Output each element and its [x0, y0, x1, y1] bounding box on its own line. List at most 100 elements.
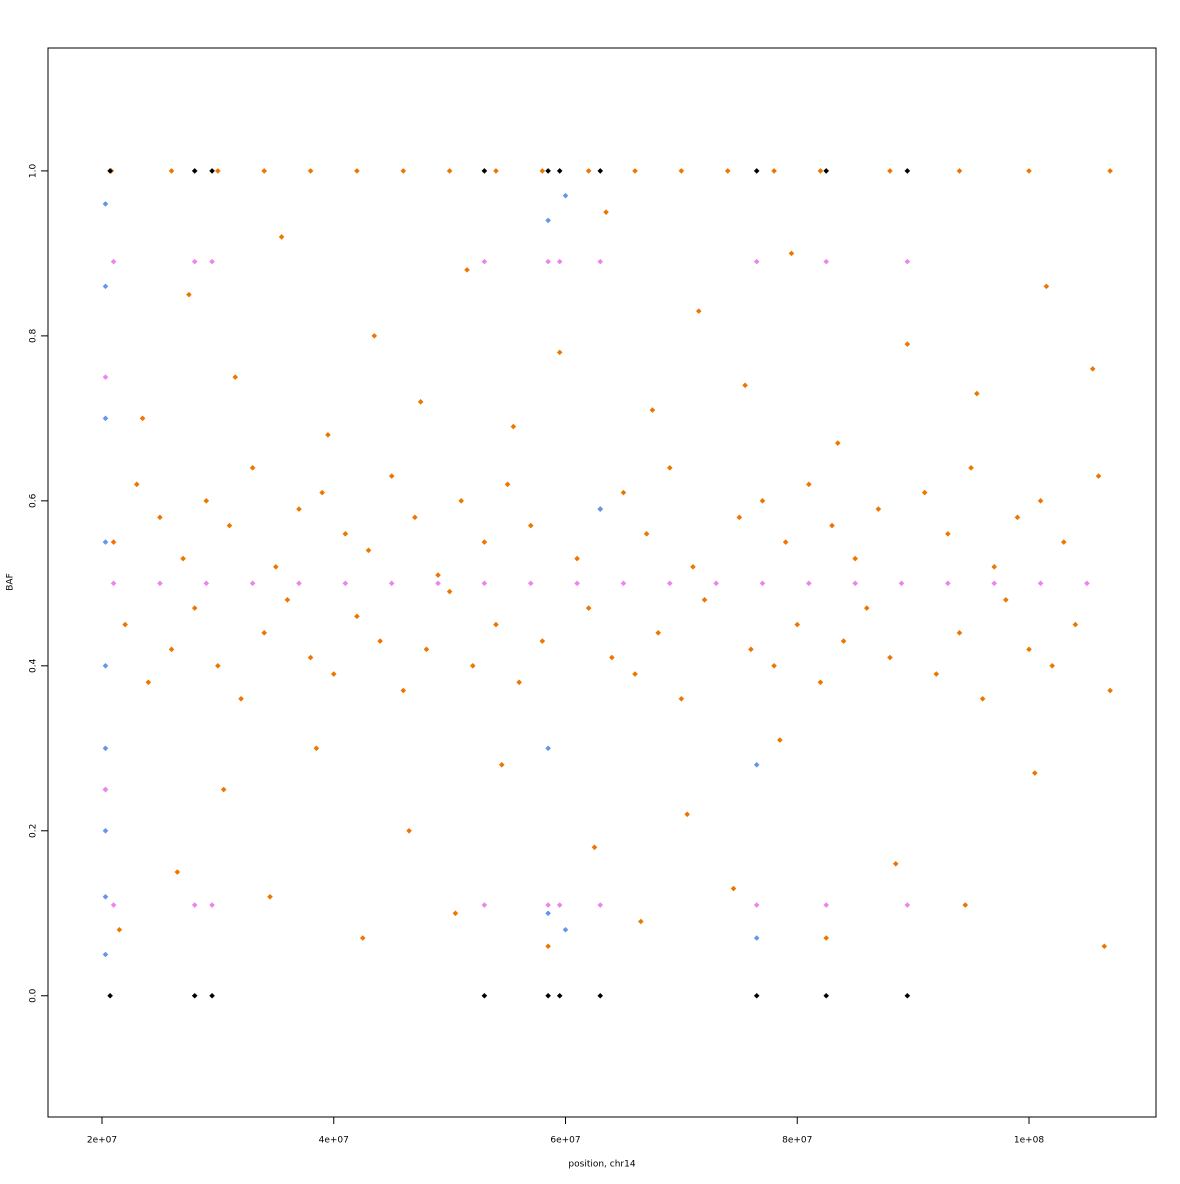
point: [603, 209, 609, 215]
point: [446, 168, 453, 174]
point: [215, 168, 221, 174]
point: [991, 564, 998, 570]
point: [771, 663, 777, 669]
point: [423, 646, 430, 653]
point: [817, 168, 824, 174]
point: [753, 168, 760, 174]
point: [102, 893, 109, 900]
point: [933, 671, 940, 677]
point: [510, 423, 517, 430]
point: [1107, 168, 1113, 174]
point: [545, 217, 551, 224]
point: [1095, 473, 1102, 479]
point: [632, 671, 638, 677]
point: [238, 696, 244, 702]
point: [168, 646, 175, 653]
point: [962, 902, 969, 908]
point: [904, 902, 911, 908]
point: [1089, 366, 1096, 372]
point: [852, 580, 858, 587]
point: [1101, 943, 1108, 950]
point: [956, 630, 963, 636]
point: [168, 168, 175, 174]
point: [377, 638, 383, 644]
point: [435, 572, 441, 578]
point: [145, 679, 152, 686]
point: [1060, 539, 1067, 545]
point: [267, 893, 273, 900]
point: [545, 943, 551, 950]
point: [730, 885, 737, 892]
x-axis-label: position, chr14: [568, 1160, 635, 1170]
point: [464, 267, 470, 273]
point: [794, 621, 801, 628]
point: [186, 291, 192, 298]
point: [249, 580, 256, 587]
point: [296, 506, 302, 512]
point: [945, 531, 951, 537]
point: [139, 415, 146, 422]
point: [220, 786, 227, 793]
point: [945, 580, 951, 587]
point: [690, 564, 696, 570]
point: [904, 341, 911, 347]
point: [313, 745, 320, 752]
y-tick-label: 0.8: [29, 328, 39, 343]
point: [875, 506, 882, 512]
point: [469, 663, 476, 669]
point: [904, 992, 911, 999]
point: [562, 926, 569, 933]
point: [400, 687, 407, 694]
point: [852, 555, 858, 562]
plot-frame: [47, 47, 1157, 1118]
point: [887, 654, 893, 661]
point: [562, 192, 569, 199]
point: [649, 407, 656, 413]
point: [724, 168, 731, 174]
point: [823, 258, 830, 265]
point: [107, 992, 113, 999]
point: [110, 580, 117, 587]
point: [102, 745, 109, 752]
point: [110, 539, 117, 545]
point: [887, 168, 893, 174]
point: [777, 737, 783, 743]
point: [481, 992, 488, 999]
point: [823, 992, 830, 999]
point: [452, 910, 459, 917]
point: [102, 951, 109, 958]
point: [753, 258, 760, 265]
point: [102, 786, 109, 793]
point: [307, 654, 314, 661]
point: [666, 465, 673, 471]
point: [493, 621, 499, 628]
y-axis-label: BAF: [6, 573, 16, 591]
point: [678, 696, 685, 702]
point: [481, 258, 488, 265]
point: [388, 580, 395, 587]
x-tick-label: 8e+07: [782, 1136, 812, 1146]
point: [759, 498, 766, 504]
point: [591, 844, 598, 851]
point: [1031, 770, 1038, 776]
point: [493, 168, 499, 174]
point: [481, 168, 488, 174]
point: [1107, 687, 1113, 694]
point: [325, 432, 331, 438]
point: [107, 168, 113, 174]
point: [102, 201, 109, 207]
point: [597, 902, 604, 908]
point: [1037, 580, 1044, 587]
x-tick-label: 1e+08: [1014, 1136, 1045, 1146]
point: [446, 588, 453, 595]
point: [157, 514, 163, 521]
point: [365, 547, 372, 554]
point: [330, 671, 337, 677]
point: [609, 654, 615, 661]
point: [406, 827, 412, 834]
point: [102, 283, 109, 290]
point: [620, 580, 627, 587]
point: [742, 382, 748, 389]
point: [556, 168, 563, 174]
point: [209, 992, 215, 999]
